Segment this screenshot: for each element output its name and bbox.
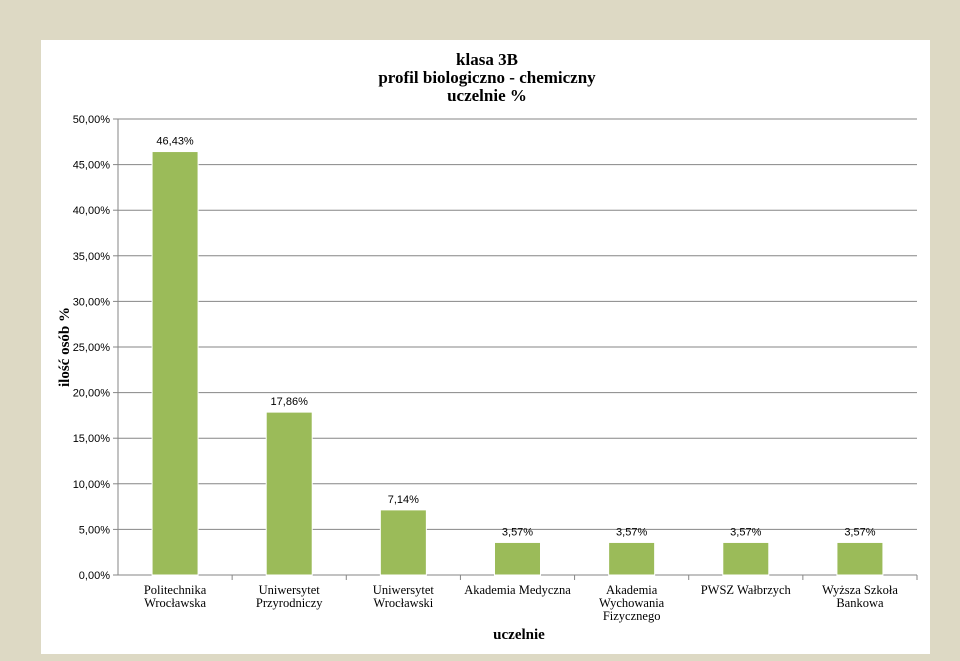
data-label: 3,57% xyxy=(844,526,875,538)
x-tick-label: Wyższa Szkoła xyxy=(822,583,898,597)
bar xyxy=(494,541,541,576)
y-tick-label: 5,00% xyxy=(79,524,110,536)
chart-title-line: profil biologiczno - chemiczny xyxy=(378,68,596,87)
bar xyxy=(379,509,427,576)
x-tick-label: Fizycznego xyxy=(603,609,661,623)
chart-title-line: uczelnie % xyxy=(447,86,527,105)
data-label: 7,14% xyxy=(388,494,419,506)
bar xyxy=(608,541,656,576)
y-tick-label: 30,00% xyxy=(73,296,111,308)
x-axis-title: uczelnie xyxy=(493,627,545,643)
chart-title-line: klasa 3B xyxy=(456,50,518,69)
data-label: 46,43% xyxy=(156,136,194,148)
x-tick-label: Politechnika xyxy=(144,583,207,597)
y-tick-label: 10,00% xyxy=(73,479,111,491)
chart-panel: klasa 3B profil biologiczno - chemiczny uc… xyxy=(41,40,930,654)
x-tick-label: Wychowania xyxy=(599,596,665,610)
bar xyxy=(722,541,770,576)
y-tick-label: 50,00% xyxy=(73,114,111,126)
bar xyxy=(836,541,884,576)
x-tick-label: Akademia Medyczna xyxy=(464,583,571,597)
y-tick-label: 15,00% xyxy=(73,433,111,445)
y-tick-label: 25,00% xyxy=(73,342,111,354)
data-label: 3,57% xyxy=(502,526,533,538)
data-label: 17,86% xyxy=(271,396,309,408)
x-tick-label: Uniwersytet xyxy=(373,583,435,597)
bar xyxy=(151,151,199,576)
y-tick-label: 35,00% xyxy=(73,251,111,263)
y-tick-label: 40,00% xyxy=(73,205,111,217)
x-tick-label: Przyrodniczy xyxy=(256,596,323,610)
data-label: 3,57% xyxy=(616,526,647,538)
y-axis-title: ilość osób % xyxy=(57,307,73,387)
bar xyxy=(265,411,313,576)
y-tick-label: 20,00% xyxy=(73,388,111,400)
x-tick-label: Wrocławska xyxy=(144,596,206,610)
x-tick-label: Wrocławski xyxy=(373,596,433,610)
data-label: 3,57% xyxy=(730,526,761,538)
x-tick-label: Uniwersytet xyxy=(259,583,321,597)
y-tick-label: 0,00% xyxy=(79,570,110,582)
x-tick-label: PWSZ Wałbrzych xyxy=(701,583,792,597)
y-tick-label: 45,00% xyxy=(73,160,111,172)
x-tick-label: Bankowa xyxy=(836,596,884,610)
x-tick-label: Akademia xyxy=(606,583,658,597)
